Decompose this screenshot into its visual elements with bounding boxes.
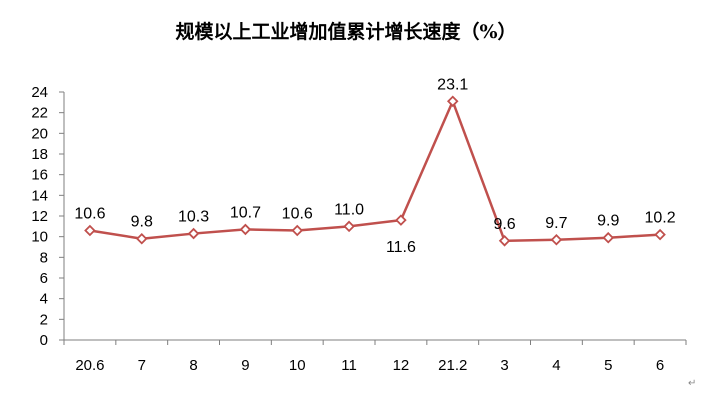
y-tick-label: 14 bbox=[31, 187, 48, 204]
data-label: 11.6 bbox=[386, 239, 416, 256]
series-line bbox=[89, 100, 661, 243]
data-label: 9.9 bbox=[597, 213, 619, 230]
x-tick-label: 9 bbox=[241, 357, 249, 374]
y-tick-label: 16 bbox=[31, 167, 48, 184]
data-label: 10.3 bbox=[178, 209, 209, 226]
data-points bbox=[84, 95, 666, 247]
data-point bbox=[654, 228, 666, 241]
data-point bbox=[550, 233, 563, 246]
x-tick-label: 5 bbox=[604, 357, 612, 374]
paragraph-mark: ↵ bbox=[688, 378, 697, 389]
data-label: 23.1 bbox=[437, 76, 468, 93]
x-tick-label: 12 bbox=[393, 357, 410, 374]
y-tick-label: 22 bbox=[31, 105, 48, 122]
y-tick-label: 6 bbox=[40, 270, 48, 287]
x-tick-label: 6 bbox=[656, 357, 664, 374]
y-tick-label: 10 bbox=[31, 229, 48, 246]
data-labels: 10.6 9.8 10.3 10.7 10.6 11.0 11.6 23.1 9.6 9.7 9.9… bbox=[74, 76, 675, 256]
data-label: 9.6 bbox=[493, 216, 515, 233]
y-tick-label: 12 bbox=[31, 208, 48, 225]
data-label: 10.6 bbox=[282, 205, 313, 222]
x-tick-label: 10 bbox=[289, 357, 306, 374]
x-tick-label: 4 bbox=[552, 357, 560, 374]
axes bbox=[63, 92, 686, 341]
data-label: 9.8 bbox=[131, 214, 153, 231]
data-point bbox=[239, 223, 252, 236]
data-point bbox=[446, 95, 459, 108]
y-tick-label: 4 bbox=[40, 291, 48, 308]
data-label: 9.7 bbox=[545, 215, 567, 232]
y-tick-label: 24 bbox=[31, 84, 48, 101]
data-label: 10.7 bbox=[230, 204, 261, 221]
data-point bbox=[187, 227, 200, 240]
x-axis-ticks: 20.6 7 8 9 10 11 12 21.2 3 4 5 6 bbox=[63, 340, 687, 374]
x-tick-label: 21.2 bbox=[438, 357, 467, 374]
y-tick-label: 20 bbox=[31, 125, 48, 142]
y-tick-label: 8 bbox=[40, 249, 48, 266]
y-tick-label: 0 bbox=[40, 332, 48, 349]
x-tick-label: 8 bbox=[189, 357, 197, 374]
y-tick-label: 2 bbox=[40, 311, 48, 328]
y-tick-label: 18 bbox=[31, 146, 48, 163]
data-point bbox=[291, 224, 304, 237]
data-label: 10.6 bbox=[74, 205, 105, 222]
data-point bbox=[84, 224, 96, 237]
data-point bbox=[135, 232, 148, 245]
x-tick-label: 11 bbox=[341, 357, 357, 374]
x-tick-label: 20.6 bbox=[75, 357, 104, 374]
data-label: 10.2 bbox=[645, 210, 676, 227]
chart-title: 规模以上工业增加值累计增长速度（%） bbox=[175, 20, 516, 43]
data-point bbox=[602, 231, 615, 244]
data-point bbox=[395, 214, 407, 226]
data-point bbox=[498, 235, 511, 247]
x-tick-label: 7 bbox=[138, 357, 146, 374]
x-tick-label: 3 bbox=[500, 357, 508, 374]
data-point bbox=[343, 220, 355, 233]
data-label: 11.0 bbox=[334, 201, 364, 218]
